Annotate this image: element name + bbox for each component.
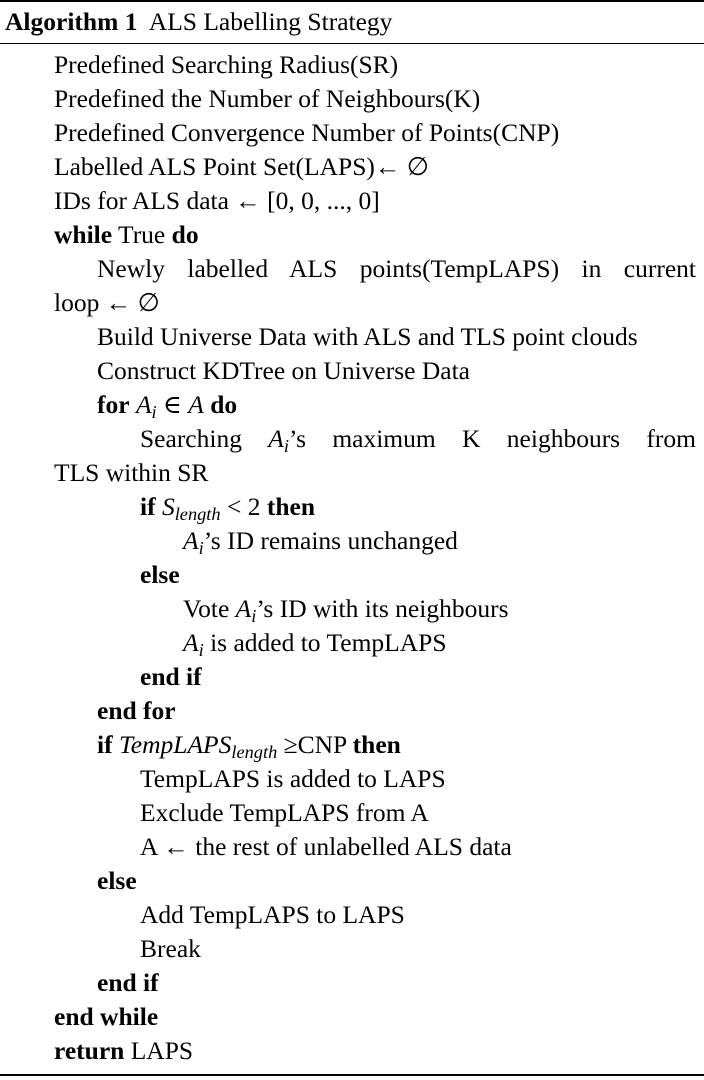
line-a-rest: A ← the rest of unlabelled ALS data bbox=[140, 832, 512, 861]
kw-for-do: do bbox=[210, 390, 238, 419]
top-rule bbox=[0, 0, 704, 2]
for-var: A bbox=[135, 390, 152, 419]
vote-var: A bbox=[235, 594, 252, 623]
for-var-sub: i bbox=[151, 402, 157, 423]
search-post: ’s maximum K neighbours from bbox=[288, 424, 697, 453]
kw-end-for: end for bbox=[97, 696, 176, 725]
line-ids-init: IDs for ALS data ← [0, 0, ..., 0] bbox=[54, 186, 380, 215]
for-in: ∈ bbox=[156, 390, 189, 419]
vote-var-sub: i bbox=[251, 606, 257, 627]
added-var: A bbox=[183, 628, 199, 657]
line-build-universe: Build Universe Data with ALS and TLS poi… bbox=[97, 322, 638, 351]
line-while: while True do bbox=[54, 218, 199, 252]
kw-if1-then: then bbox=[266, 492, 316, 521]
if1-var: S bbox=[161, 492, 175, 521]
line-added: Ai is added to TempLAPS bbox=[183, 626, 447, 660]
unchanged-var-sub: i bbox=[198, 538, 204, 559]
unchanged-text: ’s ID remains unchanged bbox=[203, 526, 458, 555]
kw-end-while: end while bbox=[54, 1002, 159, 1031]
line-id-unchanged: Ai’s ID remains unchanged bbox=[183, 524, 458, 558]
kw-else2: else bbox=[97, 866, 137, 895]
search-var: A bbox=[268, 424, 284, 453]
kw-return: return bbox=[54, 1036, 125, 1065]
unchanged-var: A bbox=[183, 526, 199, 555]
line-sr: Predefined Searching Radius(SR) bbox=[54, 50, 399, 79]
bottom-rule bbox=[0, 1074, 704, 1076]
line-return: return LAPS bbox=[54, 1034, 193, 1068]
line-kdtree: Construct KDTree on Universe Data bbox=[97, 356, 470, 385]
algorithm-caption: Algorithm 1 ALS Labelling Strategy bbox=[5, 4, 392, 42]
added-var-sub: i bbox=[198, 640, 204, 661]
kw-end-if1: end if bbox=[140, 662, 202, 691]
line-k: Predefined the Number of Neighbours(K) bbox=[54, 84, 481, 113]
while-condition: True bbox=[118, 220, 166, 249]
kw-end-if2: end if bbox=[97, 968, 159, 997]
line-templaps-a: Newly labelled ALS points(TempLAPS) in c… bbox=[97, 254, 696, 283]
caption-rule bbox=[0, 43, 704, 44]
line-cnp: Predefined Convergence Number of Points(… bbox=[54, 118, 560, 147]
line-if1: if Slength < 2 then bbox=[140, 490, 315, 524]
line-exclude: Exclude TempLAPS from A bbox=[140, 798, 429, 827]
if1-sub: length bbox=[174, 504, 221, 525]
kw-if1: if bbox=[140, 492, 156, 521]
if2-sub: length bbox=[231, 742, 278, 763]
if1-rest: < 2 bbox=[220, 492, 267, 521]
for-set: A bbox=[188, 390, 204, 419]
kw-if2: if bbox=[97, 730, 113, 759]
kw-else1: else bbox=[140, 560, 180, 589]
search-var-sub: i bbox=[283, 436, 289, 457]
line-if2: if TempLAPSlength ≥CNP then bbox=[97, 728, 401, 762]
if2-rest: ≥CNP bbox=[277, 730, 353, 759]
line-for: for Ai ∈ A do bbox=[97, 388, 237, 422]
line-search-b: TLS within SR bbox=[54, 458, 209, 487]
line-laps-init: Labelled ALS Point Set(LAPS)← ∅ bbox=[54, 152, 429, 181]
line-search-a: Searching Ai’s maximum K neighbours from bbox=[140, 422, 696, 456]
algorithm-title: ALS Labelling Strategy bbox=[148, 7, 393, 36]
line-break: Break bbox=[140, 934, 201, 963]
kw-while: while bbox=[54, 220, 113, 249]
vote-pre: Vote bbox=[183, 594, 236, 623]
algorithm-label: Algorithm 1 bbox=[5, 7, 138, 36]
line-add-templaps: Add TempLAPS to LAPS bbox=[140, 900, 405, 929]
search-pre: Searching bbox=[140, 424, 269, 453]
kw-if2-then: then bbox=[352, 730, 401, 759]
line-templaps-b: loop ← ∅ bbox=[54, 288, 160, 317]
kw-for: for bbox=[97, 390, 130, 419]
added-text: is added to TempLAPS bbox=[203, 628, 447, 657]
return-value: LAPS bbox=[124, 1036, 194, 1065]
line-templaps-to-laps: TempLAPS is added to LAPS bbox=[140, 764, 446, 793]
line-vote: Vote Ai’s ID with its neighbours bbox=[183, 592, 509, 626]
if2-var: TempLAPS bbox=[118, 730, 232, 759]
vote-post: ’s ID with its neighbours bbox=[256, 594, 509, 623]
kw-while-do: do bbox=[171, 220, 199, 249]
